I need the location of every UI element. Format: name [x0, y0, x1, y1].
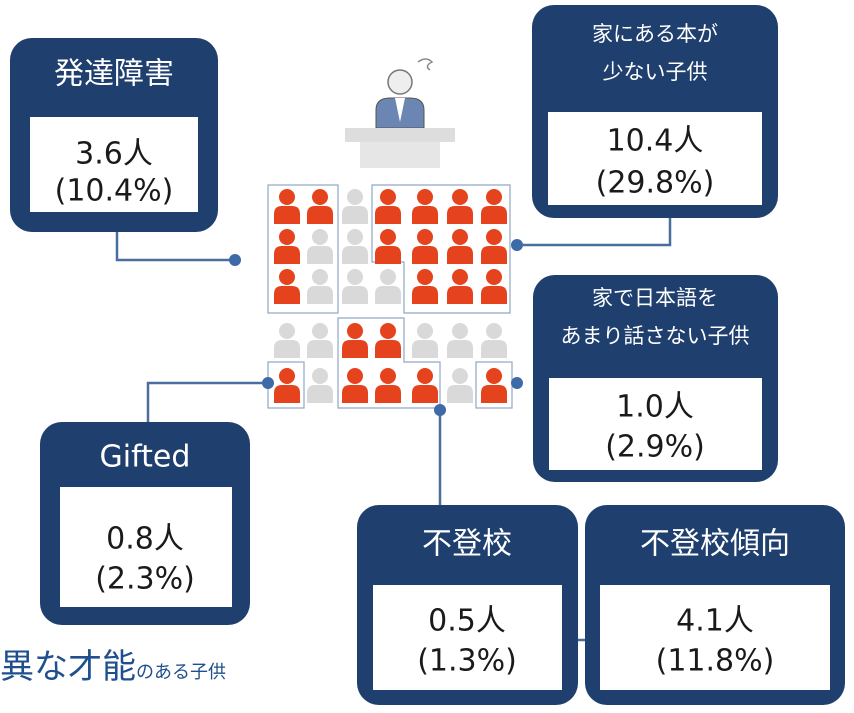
teacher-icon	[345, 59, 455, 168]
box-count: 10.4人	[607, 124, 704, 159]
box-count: 0.8人	[106, 522, 184, 557]
people-grid	[274, 189, 507, 403]
caption: 異な才能のある子供	[0, 647, 226, 687]
box-title: 家で日本語を	[592, 286, 718, 310]
box-gifted: Gifted 0.8人 (2.3%)	[40, 422, 250, 625]
box-futoko: 不登校 0.5人 (1.3%)	[357, 505, 578, 705]
box-percent: (2.9%)	[605, 430, 705, 465]
box-futoko-keiko: 不登校傾向 4.1人 (11.8%)	[585, 505, 845, 705]
caption-sub: のある子供	[136, 662, 226, 683]
box-count: 1.0人	[616, 390, 694, 425]
box-title: 少ない子供	[603, 60, 708, 84]
box-percent: (11.8%)	[656, 644, 775, 679]
box-title: Gifted	[100, 440, 191, 475]
box-title: 不登校	[422, 527, 512, 562]
box-percent: (1.3%)	[417, 644, 517, 679]
box-percent: (2.3%)	[95, 562, 195, 597]
box-title: 発達障害	[54, 57, 174, 92]
caption-main: 異な才能	[0, 647, 136, 687]
box-title: 家にある本が	[592, 22, 718, 46]
box-books: 家にある本が 少ない子供 10.4人 (29.8%)	[532, 5, 778, 218]
box-title: 不登校傾向	[640, 527, 790, 562]
box-percent: (29.8%)	[596, 166, 715, 201]
box-japanese: 家で日本語を あまり話さない子供 1.0人 (2.9%)	[533, 275, 778, 482]
box-count: 0.5人	[428, 604, 506, 639]
box-title: あまり話さない子供	[561, 324, 750, 348]
infographic: 発達障害 3.6人 (10.4%) 家にある本が 少ない子供 10.4人 (29…	[0, 0, 854, 713]
box-percent: (10.4%)	[55, 174, 174, 209]
box-count: 4.1人	[676, 604, 754, 639]
box-hattatsu: 発達障害 3.6人 (10.4%)	[10, 38, 218, 232]
box-count: 3.6人	[75, 137, 153, 172]
